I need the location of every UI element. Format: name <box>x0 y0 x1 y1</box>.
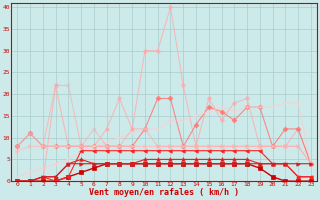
X-axis label: Vent moyen/en rafales ( km/h ): Vent moyen/en rafales ( km/h ) <box>89 188 239 197</box>
